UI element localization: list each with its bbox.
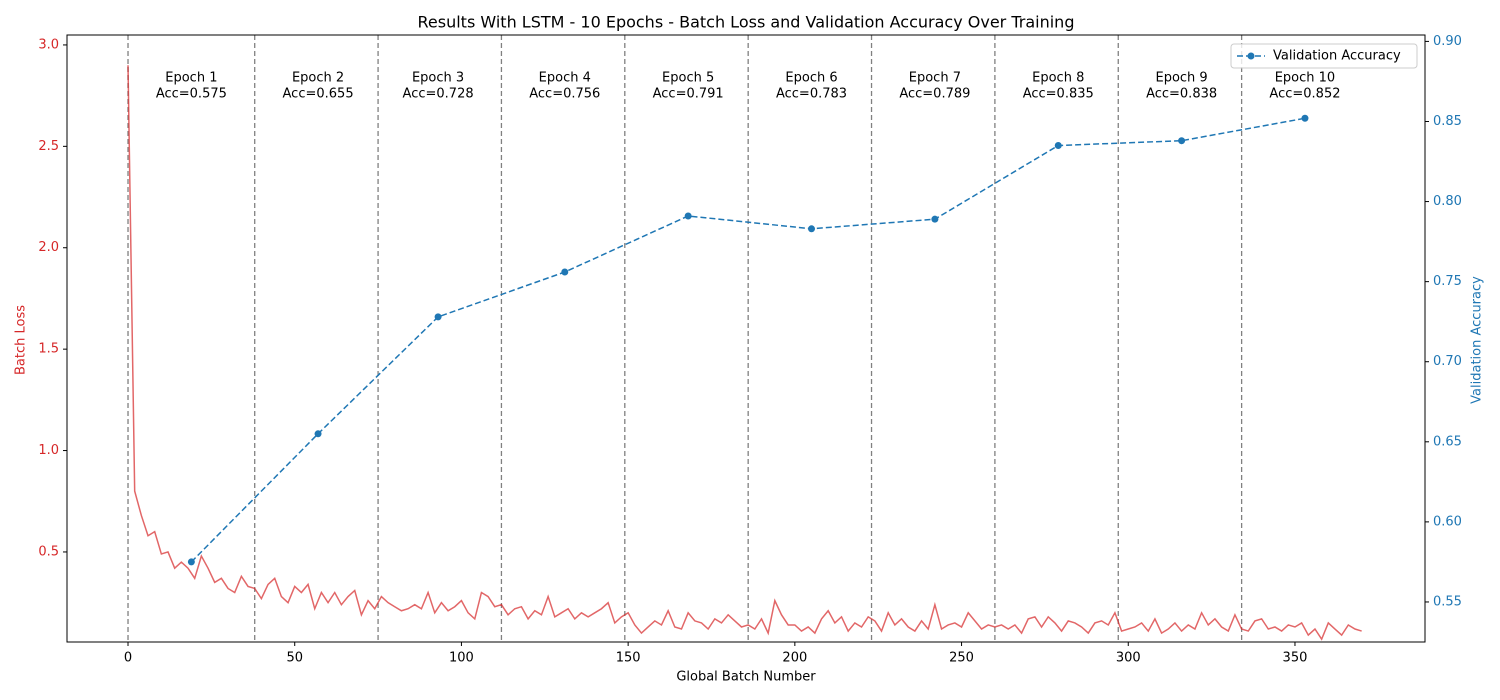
accuracy-label: Acc=0.756	[529, 87, 600, 102]
y2-tick-label: 0.55	[1433, 594, 1462, 609]
epoch-annotation: Epoch 8	[1032, 71, 1084, 86]
epoch-annotation: Epoch 5	[662, 71, 714, 86]
accuracy-label: Acc=0.835	[1023, 87, 1094, 102]
epoch-annotation: Epoch 9	[1155, 71, 1207, 86]
plot-area	[127, 65, 1362, 641]
y2-tick-label: 0.70	[1433, 354, 1462, 369]
y2-tick-label: 0.60	[1433, 514, 1462, 529]
x-tick-label: 50	[286, 651, 303, 666]
y-tick-label: 1.0	[38, 443, 59, 458]
accuracy-marker	[684, 212, 692, 220]
accuracy-label: Acc=0.575	[156, 87, 227, 102]
x-tick-label: 300	[1116, 651, 1141, 666]
y2-tick-label: 0.75	[1433, 274, 1462, 289]
epoch-annotation: Epoch 10	[1275, 71, 1335, 86]
accuracy-marker	[1054, 142, 1062, 150]
x-tick-label: 0	[124, 651, 132, 666]
accuracy-label: Acc=0.791	[653, 87, 724, 102]
accuracy-label: Acc=0.789	[899, 87, 970, 102]
epoch-annotation: Epoch 6	[785, 71, 837, 86]
y2-tick-label: 0.90	[1433, 34, 1462, 49]
x-tick-label: 250	[949, 651, 974, 666]
accuracy-marker	[1301, 114, 1309, 122]
y2-tick-label: 0.65	[1433, 434, 1462, 449]
y-axis-label: Batch Loss	[14, 305, 29, 375]
accuracy-label: Acc=0.838	[1146, 87, 1217, 102]
accuracy-label: Acc=0.655	[283, 87, 354, 102]
epoch-annotation: Epoch 7	[909, 71, 961, 86]
y-tick-label: 2.5	[38, 139, 59, 154]
y2-tick-label: 0.80	[1433, 194, 1462, 209]
accuracy-marker	[314, 430, 322, 438]
epoch-annotation: Epoch 2	[292, 71, 344, 86]
legend-marker	[1247, 52, 1255, 60]
x-tick-label: 150	[616, 651, 641, 666]
accuracy-marker	[561, 268, 569, 276]
y-tick-label: 2.0	[38, 240, 59, 255]
chart-title: Results With LSTM - 10 Epochs - Batch Lo…	[418, 13, 1075, 32]
accuracy-label: Acc=0.783	[776, 87, 847, 102]
y-tick-label: 0.5	[38, 544, 59, 559]
legend-label: Validation Accuracy	[1273, 49, 1401, 64]
y2-axis-label: Validation Accuracy	[1470, 276, 1485, 404]
accuracy-marker	[434, 313, 442, 321]
legend-box	[1230, 43, 1418, 69]
accuracy-marker	[1178, 137, 1186, 145]
plot-frame	[66, 34, 1426, 643]
accuracy-label: Acc=0.728	[403, 87, 474, 102]
accuracy-marker	[931, 215, 939, 223]
epoch-annotation: Epoch 3	[412, 71, 464, 86]
x-tick-label: 350	[1283, 651, 1308, 666]
accuracy-label: Acc=0.852	[1269, 87, 1340, 102]
y-tick-label: 1.5	[38, 342, 59, 357]
accuracy-marker	[808, 225, 816, 233]
loss-line	[127, 65, 1362, 641]
epoch-annotation: Epoch 1	[165, 71, 217, 86]
y-tick-label: 3.0	[38, 37, 59, 52]
x-axis-label: Global Batch Number	[676, 670, 816, 685]
x-tick-label: 100	[449, 651, 474, 666]
accuracy-line	[190, 117, 1306, 563]
y2-tick-label: 0.85	[1433, 114, 1462, 129]
accuracy-marker	[187, 558, 195, 566]
epoch-annotation: Epoch 4	[539, 71, 591, 86]
x-tick-label: 200	[782, 651, 807, 666]
